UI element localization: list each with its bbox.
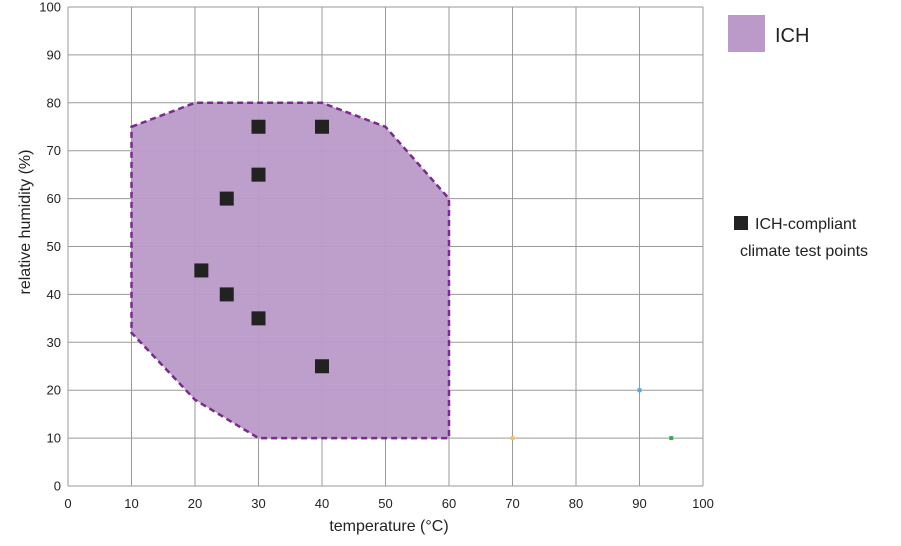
x-tick-label-10: 10 [124, 496, 138, 511]
y-tick-label-90: 90 [47, 47, 61, 62]
x-axis-label: temperature (°C) [329, 518, 448, 535]
marker-layer [510, 388, 674, 441]
x-tick-label-20: 20 [188, 496, 202, 511]
legend-points-label-line1: ICH-compliant [755, 216, 857, 233]
region-layer [130, 101, 451, 440]
x-tick-label-30: 30 [251, 496, 265, 511]
legend: ICH ICH-compliant climate test points [728, 15, 868, 260]
legend-points-label-line2: climate test points [740, 243, 868, 260]
y-tick-label-0: 0 [54, 479, 61, 494]
test-point-4 [194, 263, 209, 278]
test-point-7 [315, 359, 329, 374]
ich-region [130, 101, 451, 440]
minor-marker-2 [669, 436, 674, 441]
minor-marker-1 [637, 388, 642, 393]
test-point-0 [251, 119, 266, 134]
points-layer [194, 119, 329, 374]
y-tick-label-70: 70 [47, 143, 61, 158]
legend-region-swatch [728, 15, 765, 52]
legend-points-swatch [734, 216, 748, 230]
y-tick-label-10: 10 [47, 431, 61, 446]
test-point-6 [251, 311, 266, 326]
y-tick-label-30: 30 [47, 335, 61, 350]
test-point-3 [219, 191, 234, 206]
test-point-1 [315, 119, 329, 134]
minor-marker-0 [510, 436, 515, 441]
x-tick-label-0: 0 [64, 496, 71, 511]
x-tick-label-50: 50 [378, 496, 392, 511]
y-axis-label: relative humidity (%) [17, 150, 34, 295]
test-point-5 [219, 287, 234, 302]
x-tick-label-80: 80 [569, 496, 583, 511]
tick-labels: 0 10 20 30 40 50 60 70 80 90 100 0 10 20 30 40 50 60 70 80 9… [39, 0, 714, 511]
x-tick-label-90: 90 [632, 496, 646, 511]
y-tick-label-40: 40 [47, 287, 61, 302]
x-tick-label-60: 60 [442, 496, 456, 511]
y-tick-label-60: 60 [47, 191, 61, 206]
y-tick-label-20: 20 [47, 383, 61, 398]
x-tick-label-100: 100 [692, 496, 714, 511]
y-tick-label-80: 80 [47, 95, 61, 110]
y-tick-label-100: 100 [39, 0, 61, 15]
x-tick-label-70: 70 [505, 496, 519, 511]
y-tick-label-50: 50 [47, 239, 61, 254]
test-point-2 [251, 167, 266, 182]
legend-region-label: ICH [775, 25, 809, 47]
x-tick-label-40: 40 [315, 496, 329, 511]
